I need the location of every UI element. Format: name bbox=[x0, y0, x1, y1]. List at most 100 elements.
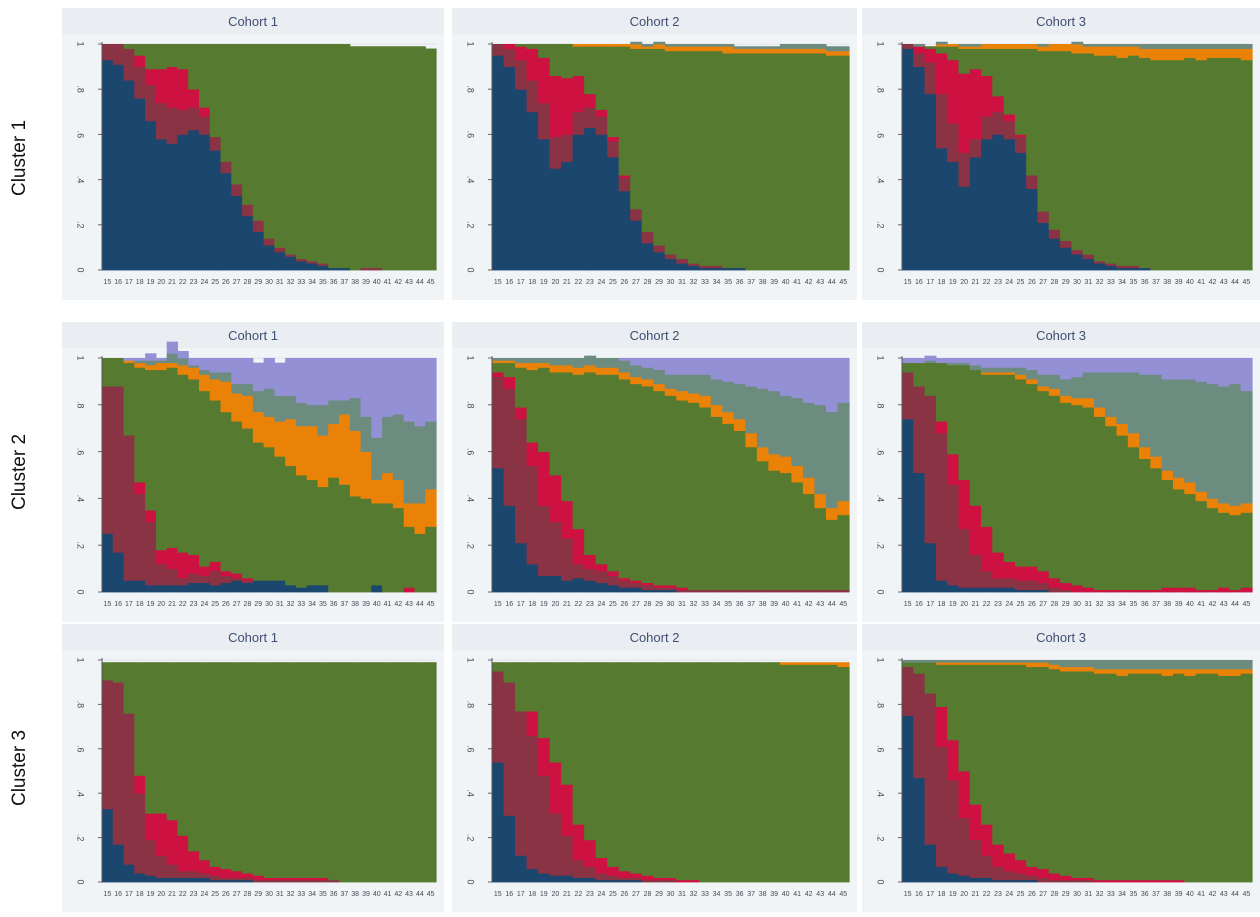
y-tick-label: .8 bbox=[466, 85, 476, 93]
bar-segment bbox=[177, 584, 189, 593]
bar-segment bbox=[328, 267, 340, 271]
y-tick-label: .4 bbox=[466, 789, 476, 797]
y-tick-label: .4 bbox=[76, 495, 86, 503]
bar-segment bbox=[1048, 374, 1061, 389]
bar-segment bbox=[676, 662, 689, 881]
bar-segment bbox=[981, 138, 993, 271]
bar-segment bbox=[618, 587, 631, 593]
bar-segment bbox=[584, 554, 597, 569]
bar-segment bbox=[155, 360, 168, 364]
x-tick-label: 39 bbox=[362, 891, 370, 898]
bar-segment bbox=[969, 877, 982, 883]
bar-segment bbox=[1014, 134, 1027, 138]
bar-segment bbox=[349, 496, 362, 593]
bar-segment bbox=[981, 374, 993, 527]
bar-segment bbox=[699, 589, 712, 593]
x-tick-label: 35 bbox=[724, 891, 732, 898]
bar-segment bbox=[1026, 48, 1039, 176]
bar-segment bbox=[492, 467, 505, 593]
x-tick-label: 35 bbox=[1130, 279, 1138, 286]
bar-segment bbox=[676, 589, 689, 593]
bar-segment bbox=[595, 857, 608, 874]
bar-segment bbox=[572, 528, 585, 565]
bar-segment bbox=[198, 107, 211, 117]
x-tick-label: 33 bbox=[1107, 891, 1115, 898]
bar-segment bbox=[584, 580, 597, 593]
x-tick-label: 15 bbox=[904, 891, 912, 898]
bar-segment bbox=[722, 46, 735, 54]
bar-segment bbox=[1229, 668, 1242, 676]
x-tick-label: 16 bbox=[915, 279, 923, 286]
y-tick-label: 0 bbox=[76, 267, 86, 272]
x-tick-label: 36 bbox=[736, 891, 744, 898]
bar-segment bbox=[538, 873, 551, 883]
bar-segment bbox=[538, 102, 551, 140]
bar-segment bbox=[102, 386, 114, 534]
x-tick-label: 15 bbox=[494, 601, 502, 608]
bar-segment bbox=[526, 362, 539, 371]
bar-segment bbox=[1014, 859, 1027, 874]
bar-segment bbox=[1150, 660, 1163, 670]
bar-segment bbox=[134, 662, 146, 776]
bar-segment bbox=[1071, 41, 1084, 45]
bar-segment bbox=[492, 55, 505, 271]
x-tick-label: 38 bbox=[1163, 601, 1171, 608]
bar-segment bbox=[1093, 358, 1106, 373]
bar-segment bbox=[1206, 57, 1219, 271]
bar-segment bbox=[360, 416, 372, 452]
bar-segment bbox=[1105, 358, 1118, 373]
bar-segment bbox=[252, 580, 265, 593]
bar-segment bbox=[1037, 868, 1050, 878]
bar-segment bbox=[414, 425, 426, 504]
bar-segment bbox=[561, 875, 574, 883]
bar-segment bbox=[756, 46, 769, 49]
bar-segment bbox=[607, 875, 620, 881]
bar-segment bbox=[166, 66, 179, 108]
x-tick-label: 34 bbox=[1118, 891, 1126, 898]
bar-segment bbox=[1116, 675, 1129, 881]
bar-segment bbox=[1172, 673, 1185, 881]
x-tick-label: 26 bbox=[621, 891, 629, 898]
bar-segment bbox=[607, 46, 620, 138]
y-tick-label: 0 bbox=[876, 589, 886, 594]
bar-segment bbox=[814, 53, 827, 271]
bar-segment bbox=[177, 44, 189, 70]
bar-segment bbox=[231, 662, 243, 872]
bar-segment bbox=[209, 866, 222, 876]
x-tick-label: 18 bbox=[938, 279, 946, 286]
bar-segment bbox=[687, 265, 700, 271]
bar-segment bbox=[958, 875, 971, 883]
bar-segment bbox=[188, 877, 200, 883]
bar-segment bbox=[756, 460, 769, 591]
bar-segment bbox=[317, 486, 329, 586]
bar-segment bbox=[1127, 358, 1140, 373]
x-tick-label: 20 bbox=[551, 279, 559, 286]
bar-segment bbox=[198, 877, 211, 883]
bar-segment bbox=[1093, 44, 1106, 47]
bar-segment bbox=[1139, 668, 1151, 674]
x-tick-label: 29 bbox=[655, 279, 663, 286]
bar-segment bbox=[1127, 44, 1140, 47]
x-tick-label: 17 bbox=[517, 891, 525, 898]
bar-segment bbox=[1014, 664, 1027, 861]
bar-segment bbox=[231, 573, 243, 579]
bar-segment bbox=[360, 451, 372, 499]
bar-segment bbox=[969, 138, 982, 158]
bar-segment bbox=[188, 662, 200, 852]
bar-segment bbox=[676, 390, 689, 401]
x-tick-label: 20 bbox=[960, 891, 968, 898]
bar-segment bbox=[1105, 265, 1118, 271]
bar-segment bbox=[1218, 668, 1231, 676]
bar-segment bbox=[1071, 877, 1084, 881]
bar-segment bbox=[584, 127, 597, 271]
bar-segment bbox=[188, 44, 200, 90]
bar-segment bbox=[1037, 211, 1050, 223]
bar-segment bbox=[947, 362, 960, 366]
bar-segment bbox=[768, 470, 781, 591]
x-tick-label: 43 bbox=[1220, 279, 1228, 286]
bar-segment bbox=[1116, 265, 1129, 269]
bar-segment bbox=[1003, 662, 1016, 665]
bar-segment bbox=[145, 521, 157, 586]
x-tick-label: 22 bbox=[179, 891, 187, 898]
